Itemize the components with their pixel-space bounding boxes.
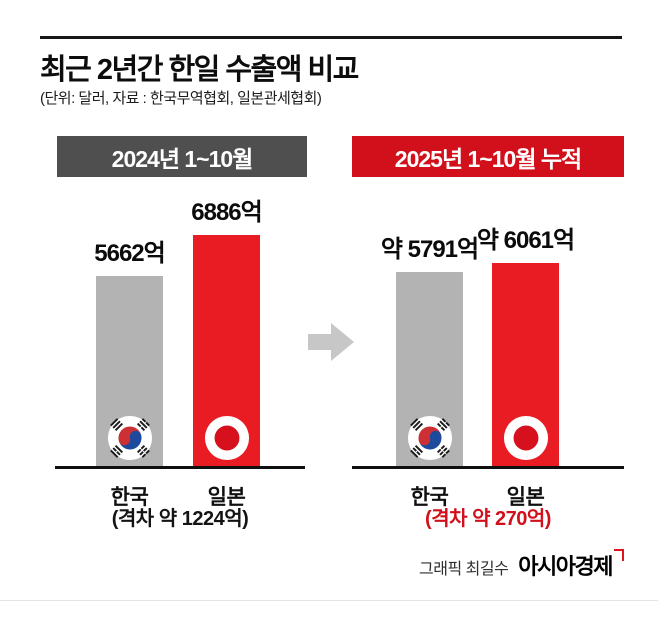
axis-baseline-2024 <box>55 466 305 469</box>
axis-baseline-2025 <box>352 466 624 469</box>
bar-japan-2024 <box>193 235 260 466</box>
unit-source-note: (단위: 달러, 자료 : 한국무역협회, 일본관세협회) <box>40 90 322 107</box>
footer-brand-text: 아시아경제 <box>518 554 613 579</box>
category-label-korea-2024: 한국 <box>110 486 149 509</box>
value-label-japan-2025: 약 6061억 <box>476 227 575 254</box>
footer-credit-line: 그래픽 최길수 아시아경제 <box>419 549 624 581</box>
period-badge-2024: 2024년 1~10월 <box>57 136 307 177</box>
value-label-japan-2024: 6886억 <box>191 199 262 226</box>
gap-label-2024: (격차 약 1224억) <box>111 508 249 530</box>
category-label-japan-2024: 일본 <box>207 486 246 509</box>
bar-group-korea-2025: 약 5791억 <box>381 236 479 509</box>
bar-group-japan-2024: 6886억 일본 <box>191 199 262 509</box>
footer-brand-logo: 아시아경제 <box>518 549 624 581</box>
japan-flag-icon <box>503 415 549 461</box>
value-label-korea-2024: 5662억 <box>94 240 165 267</box>
value-label-korea-2025: 약 5791억 <box>380 236 479 263</box>
japan-flag-icon <box>204 415 250 461</box>
period-badge-2025: 2025년 1~10월 누적 <box>352 136 624 177</box>
korea-flag-icon <box>407 415 453 461</box>
top-divider <box>40 36 622 39</box>
gap-label-2025: (격차 약 270억) <box>425 508 551 530</box>
footer-credit: 그래픽 최길수 <box>419 561 509 578</box>
bar-group-korea-2024: 5662억 <box>94 240 165 509</box>
category-label-korea-2025: 한국 <box>410 486 449 509</box>
bar-japan-2025 <box>492 263 559 466</box>
arrow-right-icon <box>308 321 356 363</box>
page-title: 최근 2년간 한일 수출액 비교 <box>40 54 359 86</box>
bar-korea-2024 <box>96 276 163 466</box>
brand-mark-icon <box>614 549 624 561</box>
bottom-divider <box>0 600 658 601</box>
korea-flag-icon <box>107 415 153 461</box>
bar-group-japan-2025: 약 6061억 일본 <box>477 227 575 509</box>
category-label-japan-2025: 일본 <box>506 486 545 509</box>
bar-korea-2025 <box>396 272 463 466</box>
